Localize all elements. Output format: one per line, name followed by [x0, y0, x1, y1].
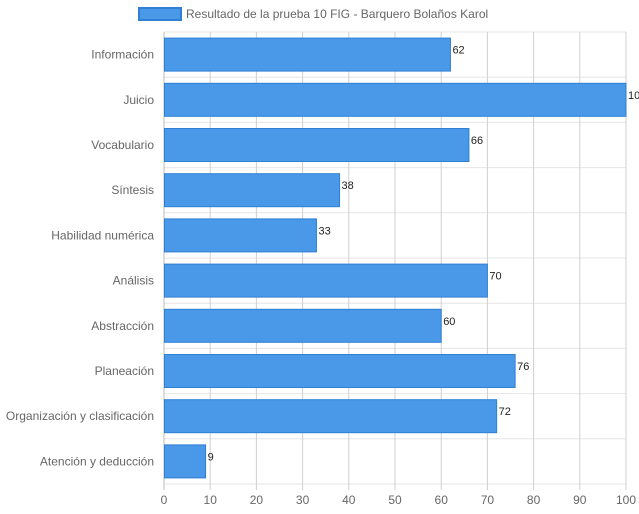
x-tick-label: 50: [388, 493, 402, 507]
bar: [164, 37, 451, 72]
bar: [164, 308, 442, 343]
bar: [164, 354, 516, 388]
bar: [164, 82, 627, 117]
bar: [164, 444, 207, 479]
data-label: 38: [342, 180, 354, 192]
bar: [164, 263, 488, 298]
data-label: 62: [452, 45, 464, 57]
data-label: 72: [499, 406, 511, 418]
category-label: Información: [91, 48, 154, 62]
category-label: Síntesis: [111, 183, 154, 197]
category-label: Análisis: [113, 274, 154, 288]
x-tick-label: 100: [616, 493, 636, 507]
data-label: 70: [489, 271, 501, 283]
data-label: 76: [517, 361, 529, 373]
legend-swatch: [138, 7, 182, 21]
x-tick-label: 80: [527, 493, 541, 507]
x-tick-label: 90: [573, 493, 587, 507]
x-tick-label: 60: [435, 493, 449, 507]
x-tick-label: 30: [296, 493, 310, 507]
category-label: Vocabulario: [91, 138, 154, 152]
legend-label: Resultado de la prueba 10 FIG - Barquero…: [186, 7, 488, 21]
bar: [164, 128, 470, 162]
category-label: Planeación: [95, 364, 154, 378]
category-label: Atención y deducción: [40, 454, 154, 468]
x-tick-label: 10: [204, 493, 218, 507]
data-label: 66: [471, 135, 483, 147]
category-label: Abstracción: [91, 319, 154, 333]
data-label: 33: [318, 225, 330, 237]
bar: [164, 173, 341, 208]
data-label: 60: [443, 316, 455, 328]
category-label: Juicio: [123, 93, 154, 107]
x-tick-label: 0: [161, 493, 168, 507]
category-label: Organización y clasificación: [6, 409, 154, 423]
data-label: 100: [628, 90, 639, 102]
bar: [164, 399, 498, 434]
data-label: 9: [208, 451, 214, 463]
x-tick-label: 20: [250, 493, 264, 507]
x-tick-label: 40: [342, 493, 356, 507]
x-tick-label: 70: [481, 493, 495, 507]
bar: [164, 218, 317, 253]
category-label: Habilidad numérica: [51, 228, 154, 242]
